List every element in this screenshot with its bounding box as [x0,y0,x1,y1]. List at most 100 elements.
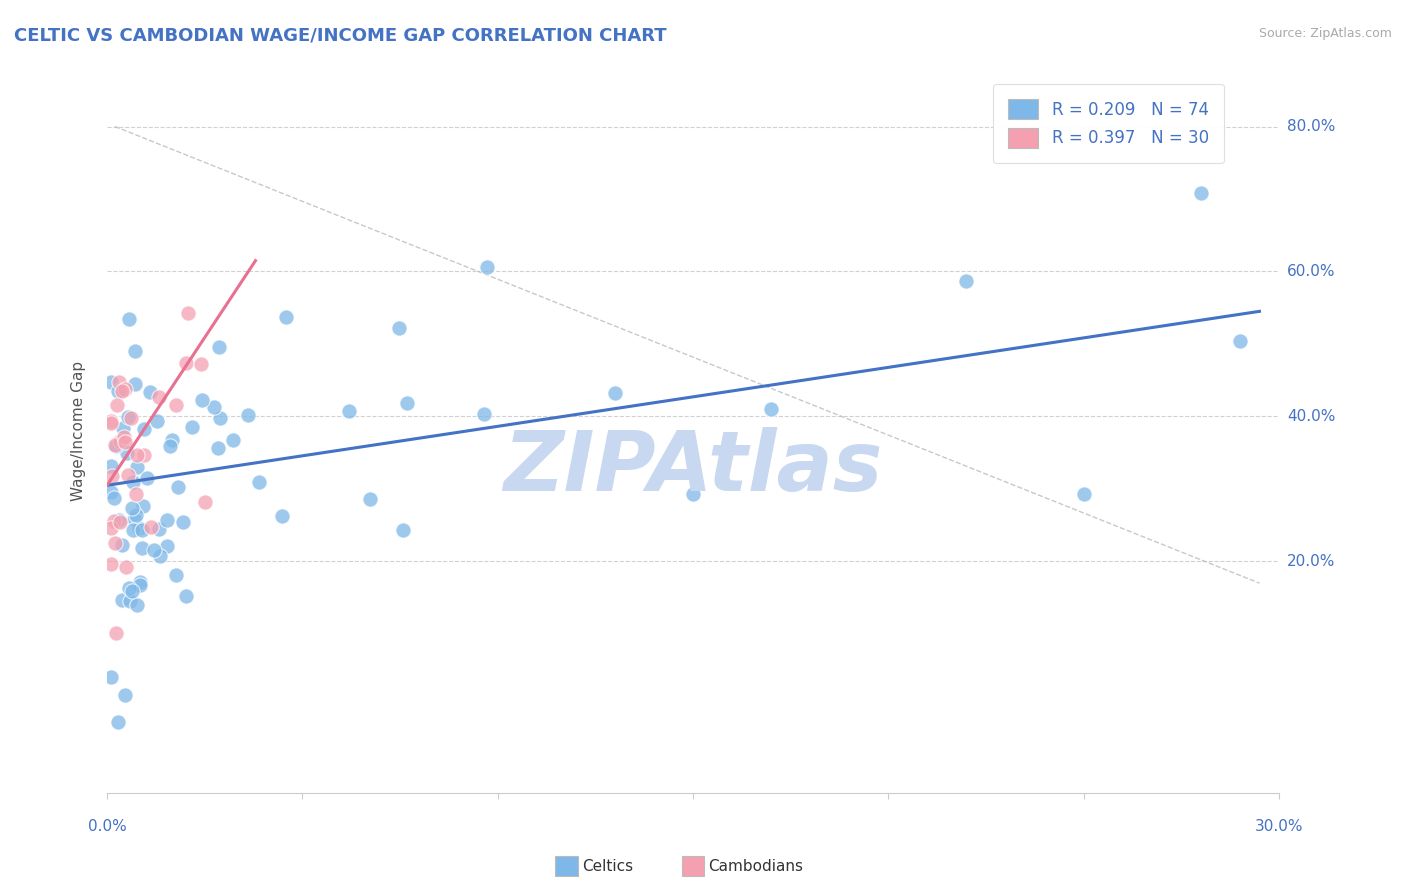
Point [105,626,128,640]
Point [190,357,212,371]
Point [395,395,418,409]
Point [107,398,129,412]
Point [122,523,145,537]
Point [121,584,143,599]
Point [236,409,259,423]
Point [100,375,122,389]
Point [111,384,134,398]
Point [1073,487,1095,501]
Point [1229,334,1251,348]
Text: 30.0%: 30.0% [1254,819,1303,834]
Point [172,515,194,529]
Point [139,384,162,399]
Point [117,446,139,460]
Point [125,487,148,501]
Point [131,523,153,537]
Point [122,512,145,526]
Point [475,260,498,274]
Point [128,521,150,535]
Text: 0.0%: 0.0% [87,819,127,834]
Point [121,501,143,516]
Point [139,520,162,534]
Point [118,593,141,607]
Point [135,470,157,484]
Point [337,403,360,417]
Point [124,377,146,392]
Point [202,401,225,415]
Point [112,430,135,444]
Point [100,670,122,684]
Point [117,409,139,424]
Point [221,433,243,447]
Point [181,420,204,434]
Point [114,434,136,449]
Point [100,558,122,572]
Point [118,312,141,326]
Point [167,480,190,494]
Point [101,468,124,483]
Point [682,487,704,501]
Text: Celtics: Celtics [582,859,633,873]
Point [108,513,131,527]
Text: 20.0%: 20.0% [1286,554,1336,569]
Point [100,417,122,431]
Point [128,577,150,591]
Point [134,421,156,435]
Point [108,515,131,529]
Text: Source: ZipAtlas.com: Source: ZipAtlas.com [1258,27,1392,40]
Point [391,524,413,538]
Point [156,540,179,554]
Point [124,344,146,359]
Point [100,521,122,535]
Point [174,355,197,369]
Point [114,688,136,702]
Point [143,542,166,557]
Point [270,509,292,524]
Point [105,439,128,453]
Point [146,414,169,428]
Point [100,459,122,474]
Point [107,714,129,729]
Text: 60.0%: 60.0% [1286,264,1336,279]
Point [176,306,198,320]
Point [117,468,139,483]
Point [207,442,229,456]
Point [125,448,148,462]
Point [759,401,782,416]
Y-axis label: Wage/Income Gap: Wage/Income Gap [72,361,86,501]
Point [107,384,129,398]
Point [125,459,148,474]
Point [118,581,141,595]
Point [165,398,187,412]
Point [149,549,172,563]
FancyBboxPatch shape [555,856,578,876]
Text: CELTIC VS CAMBODIAN WAGE/INCOME GAP CORRELATION CHART: CELTIC VS CAMBODIAN WAGE/INCOME GAP CORR… [14,27,666,45]
Text: 80.0%: 80.0% [1286,119,1336,134]
Point [156,513,179,527]
Point [111,538,134,552]
Point [191,392,214,407]
Text: Cambodians: Cambodians [709,859,804,873]
Point [160,433,183,447]
Point [100,485,122,500]
Point [127,598,149,612]
Point [111,421,134,435]
Point [148,390,170,404]
Point [111,592,134,607]
Point [114,560,136,574]
Point [174,589,197,603]
Point [104,438,127,452]
Point [103,514,125,528]
Point [100,414,122,428]
Point [121,475,143,489]
Point [165,568,187,582]
Point [388,320,411,334]
Point [103,491,125,505]
Point [128,575,150,590]
Point [108,375,131,389]
Point [1189,186,1212,201]
Point [194,495,217,509]
Point [274,310,297,324]
Text: ZIPAtlas: ZIPAtlas [503,426,883,508]
Point [603,385,626,400]
